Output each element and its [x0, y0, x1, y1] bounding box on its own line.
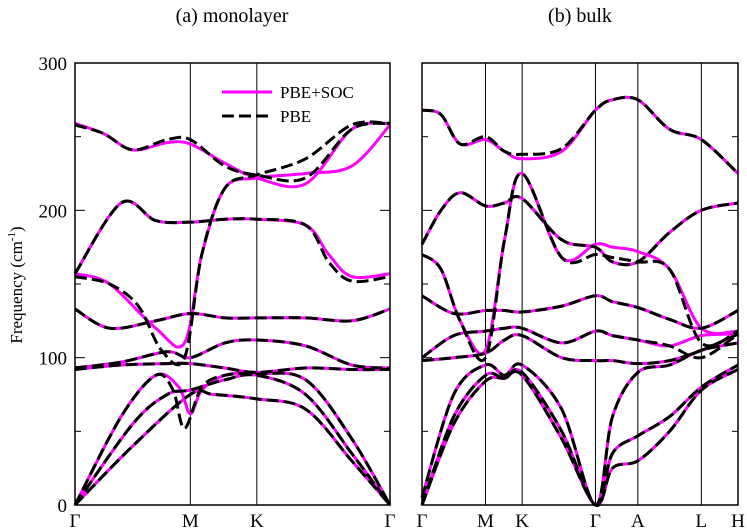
x-tick-label: H [731, 511, 745, 528]
panel-a-frame [74, 62, 391, 506]
panel-b-title: (b) bulk [548, 5, 612, 27]
y-tick-label: 100 [39, 349, 68, 370]
x-tick-label: M [182, 511, 199, 528]
x-tick-label: K [250, 511, 264, 528]
pbe-band-9 [74, 121, 391, 183]
pbe-soc-band-7 [74, 123, 392, 349]
panel-a-title: (a) monolayer [176, 5, 289, 27]
x-tick-label: L [696, 511, 708, 528]
pbe-band-6 [421, 294, 739, 330]
x-tick-label: Γ [70, 511, 81, 528]
x-tick-label: A [631, 511, 645, 528]
x-tick-label: Γ [417, 511, 428, 528]
panel-monolayer: (a) monolayer Frequency (cm-1) Γ M K Γ01002… [6, 5, 396, 528]
pbe-band-1 [420, 368, 739, 507]
panel-b-bands [420, 95, 740, 507]
legend-label-pbe: PBE [280, 107, 311, 126]
legend-label-pbe-soc: PBE+SOC [280, 83, 354, 102]
pbe-soc-band-9 [74, 121, 391, 189]
pbe-soc-band-2 [420, 363, 739, 507]
x-tick-label: Γ [385, 511, 396, 528]
panel-bulk: (b) bulk Γ M K Γ A L H [417, 5, 746, 528]
pbe-band-3 [73, 371, 392, 506]
pbe-band-2 [73, 373, 392, 506]
pbe-band-1 [73, 389, 392, 507]
plot-frame [421, 62, 739, 506]
y-axis-label: Frequency (cm-1) [6, 226, 26, 343]
pbe-band-7 [421, 172, 739, 362]
pbe-band-5 [74, 338, 391, 370]
y-tick-label: 300 [39, 54, 68, 75]
pbe-band-3 [420, 341, 739, 507]
pbe-band-2 [420, 363, 739, 507]
x-tick-label: K [515, 511, 529, 528]
pbe-band-8 [73, 199, 391, 284]
panel-a-bands [73, 120, 392, 507]
plot-frame [74, 62, 391, 506]
pbe-band-8 [420, 191, 739, 267]
pbe-band-6 [74, 307, 391, 331]
pbe-soc-band-1 [73, 389, 392, 507]
legend: PBE+SOC PBE [222, 83, 354, 126]
pbe-soc-band-8 [73, 199, 391, 280]
y-tick-label: 0 [58, 496, 68, 517]
y-tick-label: 200 [39, 201, 68, 222]
panel-b-frame [421, 62, 739, 506]
pbe-band-5 [421, 325, 739, 360]
x-tick-label: Γ [590, 511, 601, 528]
pbe-band-9 [421, 95, 740, 175]
pbe-band-4 [74, 361, 391, 374]
pbe-band-7 [74, 120, 391, 367]
pbe-band-4 [421, 332, 739, 366]
x-tick-label: M [477, 511, 494, 528]
